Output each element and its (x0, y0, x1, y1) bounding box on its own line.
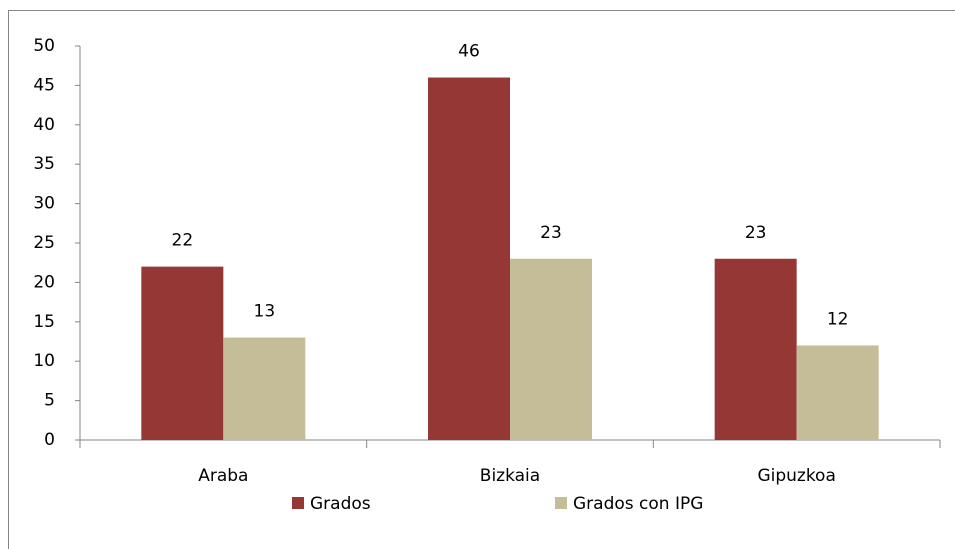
y-tick-label: 35 (33, 154, 55, 174)
y-tick-label: 40 (33, 115, 55, 135)
y-tick-label: 5 (44, 391, 55, 411)
bar (796, 345, 879, 440)
x-tick-label: Araba (198, 466, 248, 486)
bar (510, 258, 592, 440)
y-tick-label: 10 (33, 351, 55, 371)
data-label: 12 (827, 309, 849, 329)
y-tick-label: 30 (33, 194, 55, 214)
legend-swatch (292, 497, 304, 509)
legend-label: Grados (310, 494, 371, 514)
bar (223, 337, 306, 440)
data-label: 23 (745, 223, 767, 243)
y-tick-label: 20 (33, 272, 55, 292)
y-tick-label: 25 (33, 233, 55, 253)
bar (714, 258, 797, 440)
legend-swatch (555, 497, 567, 509)
data-label: 46 (458, 42, 480, 62)
x-tick-label: Gipuzkoa (757, 466, 835, 486)
chart-frame (8, 10, 955, 549)
y-tick-label: 50 (33, 36, 55, 56)
legend-label: Grados con IPG (573, 494, 703, 514)
y-tick-label: 45 (33, 75, 55, 95)
data-label: 13 (254, 302, 276, 322)
y-tick-label: 0 (44, 430, 55, 450)
bar (141, 266, 224, 440)
y-tick-label: 15 (33, 312, 55, 332)
data-label: 23 (540, 223, 562, 243)
bar (428, 77, 510, 441)
data-label: 22 (172, 231, 194, 251)
x-tick-label: Bizkaia (480, 466, 540, 486)
